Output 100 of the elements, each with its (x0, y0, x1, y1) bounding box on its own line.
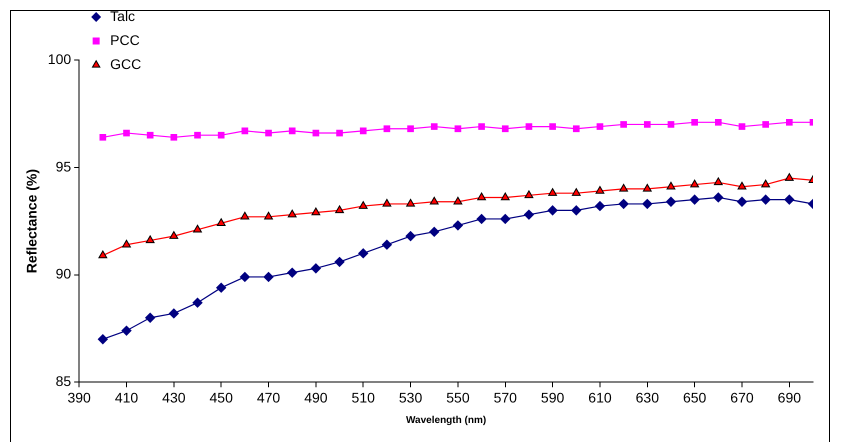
point (358, 248, 368, 258)
point (122, 240, 131, 248)
point (618, 198, 629, 209)
x-tick-label: 670 (730, 389, 754, 406)
x-tick-label: 610 (588, 389, 612, 406)
point (502, 125, 509, 132)
point (620, 121, 627, 128)
y-tick-label: 85 (56, 373, 72, 390)
x-axis-title: Wavelength (nm) (406, 414, 486, 426)
point (690, 180, 700, 188)
point (430, 123, 438, 130)
point (240, 212, 250, 220)
point (691, 118, 698, 126)
point (571, 205, 582, 216)
x-tick-label: 550 (446, 389, 470, 406)
point (310, 263, 321, 274)
point (713, 192, 724, 202)
point (265, 130, 272, 136)
point (123, 130, 130, 136)
point (287, 268, 298, 278)
point (382, 198, 392, 207)
point (98, 334, 108, 344)
point (146, 235, 155, 244)
point (407, 125, 414, 132)
point (668, 121, 674, 128)
point (336, 130, 343, 136)
y-tick-label: 90 (56, 266, 72, 282)
point (738, 123, 746, 130)
point (168, 308, 179, 318)
point (264, 272, 274, 282)
point (384, 125, 390, 132)
point (194, 132, 201, 139)
point (572, 125, 580, 132)
point (216, 282, 226, 293)
x-tick-label: 430 (162, 389, 186, 406)
point (500, 214, 510, 224)
x-tick-label: 690 (778, 389, 802, 406)
legend-label: GCC (110, 56, 142, 72)
point (642, 198, 652, 209)
point (738, 182, 746, 190)
point (690, 194, 700, 205)
point (170, 134, 178, 141)
point (596, 186, 604, 194)
x-tick-label: 530 (398, 389, 422, 406)
point (240, 272, 250, 282)
point (335, 205, 344, 214)
point (452, 220, 463, 230)
point (477, 192, 486, 200)
point (406, 198, 415, 207)
y-tick-label: 100 (48, 50, 72, 67)
point (360, 128, 367, 134)
point (642, 184, 652, 192)
point (430, 196, 439, 205)
point (454, 196, 462, 205)
x-tick-label: 590 (540, 389, 564, 406)
point (762, 121, 769, 128)
point (594, 201, 605, 212)
point (145, 312, 156, 323)
point (311, 208, 320, 216)
point (264, 212, 273, 220)
point (644, 121, 651, 128)
x-tick-label: 570 (494, 389, 518, 406)
point (288, 210, 297, 218)
point (193, 224, 202, 232)
y-axis-title: Reflectance (%) (23, 168, 40, 274)
point (169, 231, 178, 239)
point (524, 210, 534, 220)
point (100, 134, 106, 141)
point (548, 188, 557, 196)
point (786, 118, 793, 126)
x-tick-label: 410 (114, 389, 138, 406)
point (382, 240, 392, 250)
point (334, 256, 345, 267)
point (524, 190, 534, 198)
point (192, 298, 203, 308)
point (312, 130, 320, 136)
point (454, 125, 462, 132)
point (760, 194, 771, 205)
point (476, 214, 487, 224)
x-tick-label: 450 (210, 389, 234, 406)
point (478, 123, 485, 130)
point (98, 250, 108, 258)
x-tick-label: 490 (304, 389, 328, 406)
point (500, 192, 510, 200)
point (429, 226, 440, 237)
legend-label: Talc (110, 8, 136, 24)
point (406, 231, 416, 242)
point (572, 188, 581, 196)
x-tick-label: 650 (682, 389, 707, 406)
point (548, 205, 558, 216)
point (619, 184, 628, 192)
x-tick-label: 470 (256, 389, 280, 406)
x-tick-label: 630 (636, 389, 660, 406)
point (596, 123, 604, 130)
point (122, 326, 132, 336)
point (216, 218, 226, 226)
x-tick-label: 510 (352, 389, 376, 406)
point (714, 177, 723, 186)
point (784, 194, 794, 205)
point (666, 196, 676, 207)
